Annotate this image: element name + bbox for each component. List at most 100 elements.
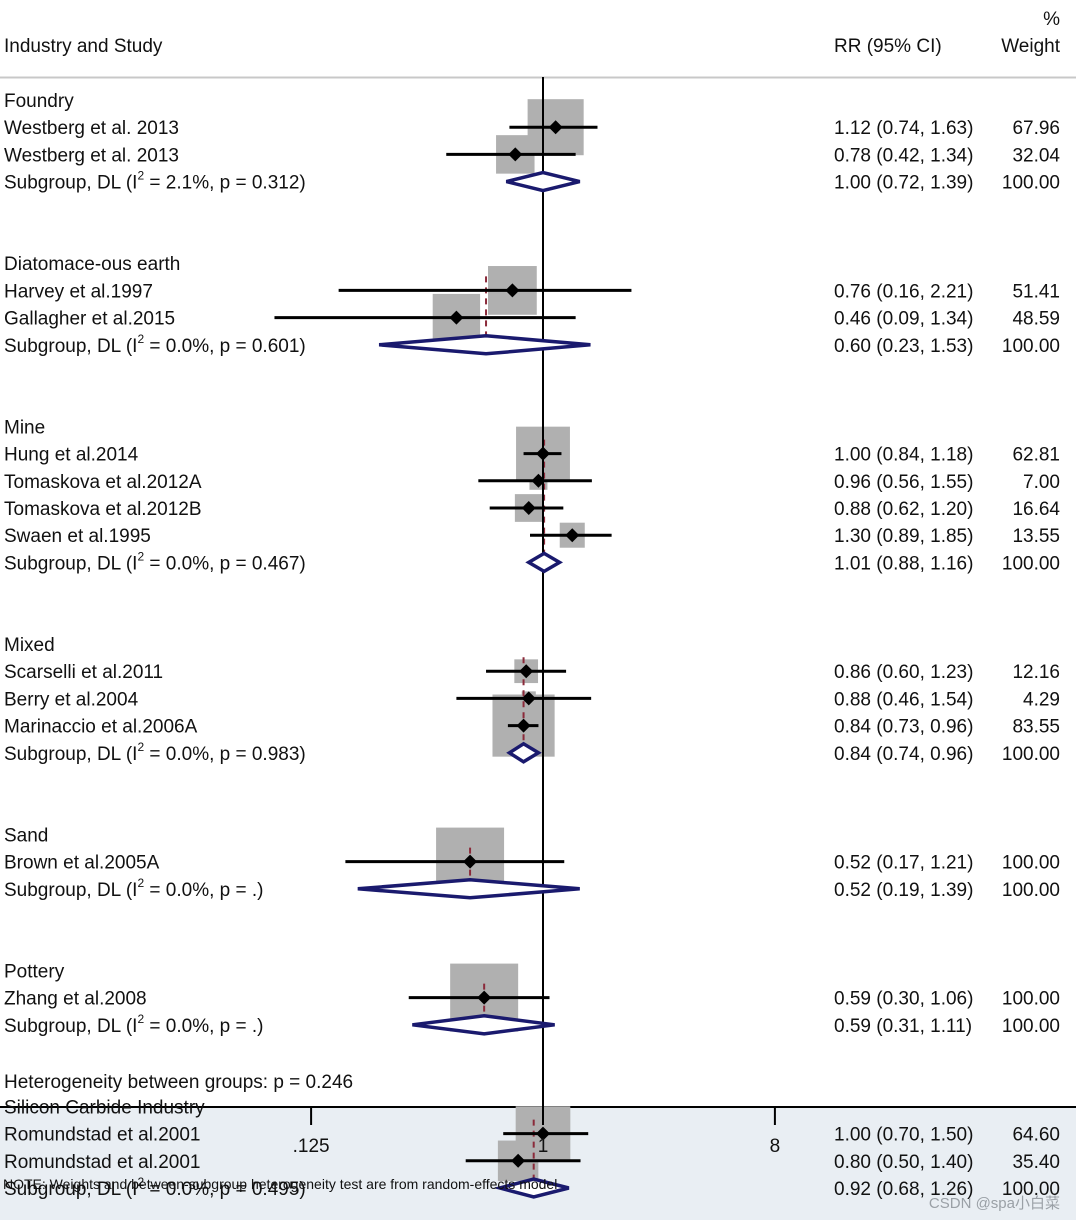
weight-value: 64.60 [1012, 1125, 1060, 1146]
rr-ci-value: 0.84 (0.74, 0.96) [834, 744, 973, 765]
rr-ci-value: 0.80 (0.50, 1.40) [834, 1152, 973, 1173]
weight-value: 4.29 [1023, 689, 1060, 710]
rr-ci-value: 0.92 (0.68, 1.26) [834, 1179, 973, 1200]
rr-ci-value: 0.88 (0.62, 1.20) [834, 499, 973, 520]
subgroup-diamond [525, 551, 564, 574]
group-label: Foundry [4, 91, 74, 112]
weight-value: 35.40 [1012, 1152, 1060, 1173]
weight-value: 7.00 [1023, 472, 1060, 493]
point-estimate [511, 1153, 526, 1168]
group-label: Diatomace-ous earth [4, 254, 180, 275]
rr-ci-value: 0.96 (0.56, 1.55) [834, 472, 973, 493]
subgroup-label: Subgroup, DL (I2 = 0.0%, p = 0.983) [4, 740, 306, 765]
subgroup-diamond [412, 1014, 555, 1036]
subgroup-diamond [378, 334, 591, 356]
study-label: Westberg et al. 2013 [4, 145, 179, 166]
study-label: Scarselli et al.2011 [4, 662, 163, 683]
weight-value: 48.59 [1012, 309, 1060, 330]
rr-ci-value: 0.84 (0.73, 0.96) [834, 717, 973, 738]
study-label: Gallagher et al.2015 [4, 309, 175, 330]
x-tick-label: .125 [293, 1136, 330, 1157]
weight-value: 62.81 [1012, 445, 1060, 466]
group-label: Mine [4, 417, 45, 438]
group-label: Pottery [4, 961, 65, 982]
x-tick-label: 1 [538, 1136, 549, 1157]
rr-ci-value: 0.76 (0.16, 2.21) [834, 281, 973, 302]
point-estimate [521, 501, 536, 515]
study-label: Brown et al.2005A [4, 853, 160, 874]
study-label: Tomaskova et al.2012A [4, 472, 202, 493]
weight-value: 16.64 [1012, 499, 1060, 520]
point-estimate [508, 147, 523, 162]
heterogeneity-text: Heterogeneity between groups: p = 0.246 [4, 1072, 353, 1093]
weight-value: 51.41 [1012, 281, 1060, 302]
weight-value: 13.55 [1012, 526, 1060, 547]
rr-ci-value: 0.52 (0.17, 1.21) [834, 853, 973, 874]
study-label: Berry et al.2004 [4, 689, 139, 710]
watermark-text: CSDN @spa小白菜 [929, 1195, 1060, 1212]
subgroup-label: Subgroup, DL (I2 = 0.0%, p = .) [4, 876, 263, 901]
rr-ci-value: 0.60 (0.23, 1.53) [834, 336, 973, 357]
point-estimate [477, 990, 492, 1005]
rr-ci-value: 0.59 (0.31, 1.11) [834, 1016, 972, 1037]
weight-value: 32.04 [1012, 145, 1060, 166]
rr-ci-value: 0.46 (0.09, 1.34) [834, 309, 973, 330]
subgroup-diamond [506, 741, 542, 764]
study-label: Romundstad et al.2001 [4, 1125, 200, 1146]
subgroup-label: Subgroup, DL (I2 = 0.0%, p = .) [4, 1012, 263, 1037]
rr-ci-value: 0.86 (0.60, 1.23) [834, 662, 973, 683]
study-label: Tomaskova et al.2012B [4, 499, 202, 520]
rr-ci-value: 1.00 (0.70, 1.50) [834, 1125, 973, 1146]
point-estimate [449, 310, 464, 325]
weight-value: 100.00 [1002, 1016, 1060, 1037]
rr-ci-value: 1.00 (0.72, 1.39) [834, 173, 973, 194]
rr-ci-value: 0.52 (0.19, 1.39) [834, 880, 973, 901]
rr-ci-value: 1.00 (0.84, 1.18) [834, 445, 973, 466]
point-estimate [519, 664, 534, 679]
group-label: Mixed [4, 635, 55, 656]
rr-ci-value: 0.88 (0.46, 1.54) [834, 689, 973, 710]
point-estimate [536, 446, 550, 461]
subgroup-label: Subgroup, DL (I2 = 2.1%, p = 0.312) [4, 169, 306, 194]
subgroup-label: Subgroup, DL (I2 = 0.0%, p = 0.601) [4, 332, 306, 357]
rr-ci-value: 0.78 (0.42, 1.34) [834, 145, 973, 166]
header-weight-pct: % [1043, 9, 1060, 30]
study-label: Romundstad et al.2001 [4, 1152, 200, 1173]
weight-value: 83.55 [1012, 717, 1060, 738]
weight-value: 67.96 [1012, 118, 1060, 139]
group-label: Silicon Carbide Industry [4, 1097, 205, 1118]
rr-ci-value: 0.59 (0.30, 1.06) [834, 989, 973, 1010]
rr-ci-value: 1.01 (0.88, 1.16) [834, 553, 973, 574]
header-study: Industry and Study [4, 36, 163, 57]
study-label: Westberg et al. 2013 [4, 118, 179, 139]
point-estimate [516, 718, 531, 733]
weight-value: 12.16 [1012, 662, 1060, 683]
subgroup-diamond [493, 1177, 570, 1199]
study-label: Hung et al.2014 [4, 445, 139, 466]
subgroup-label: Subgroup, DL (I2 = 0.0%, p = 0.467) [4, 549, 306, 574]
point-estimate [463, 854, 478, 869]
rr-ci-value: 1.30 (0.89, 1.85) [834, 526, 973, 547]
study-label: Marinaccio et al.2006A [4, 717, 198, 738]
point-estimate [536, 1126, 550, 1141]
weight-value: 100.00 [1002, 336, 1060, 357]
header-rr: RR (95% CI) [834, 36, 942, 57]
point-estimate [521, 691, 536, 706]
weight-value: 100.00 [1002, 989, 1060, 1010]
weight-value: 100.00 [1002, 1179, 1060, 1200]
subgroup-diamond [357, 878, 580, 900]
point-estimate [548, 120, 563, 135]
header-weight: Weight [1001, 36, 1061, 57]
subgroup-label: Subgroup, DL (I2 = 0.0%, p = 0.495) [4, 1175, 306, 1200]
point-estimate [565, 528, 580, 543]
study-label: Zhang et al.2008 [4, 989, 147, 1010]
weight-value: 100.00 [1002, 853, 1060, 874]
group-label: Sand [4, 825, 48, 846]
rr-ci-value: 1.12 (0.74, 1.63) [834, 118, 973, 139]
weight-value: 100.00 [1002, 744, 1060, 765]
weight-value: 100.00 [1002, 880, 1060, 901]
point-estimate [531, 473, 546, 488]
x-tick-label: 8 [770, 1136, 781, 1157]
